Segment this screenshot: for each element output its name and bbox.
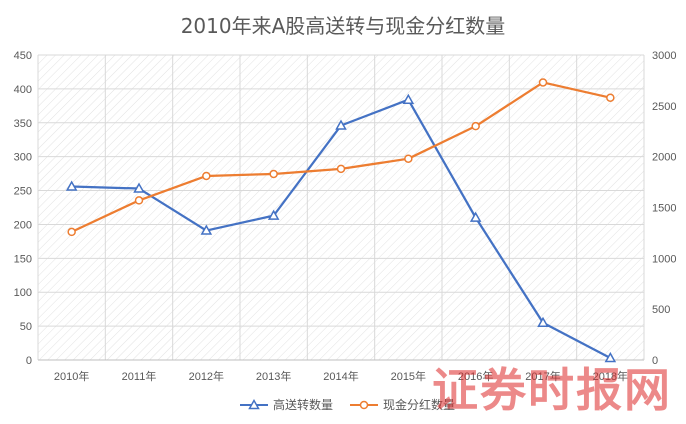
data-point-marker <box>404 154 413 163</box>
x-tick-label: 2013年 <box>256 369 291 383</box>
data-point-marker <box>471 121 480 131</box>
legend-label: 现金分红数量 <box>383 397 455 412</box>
x-tick-label: 2017年 <box>525 369 560 383</box>
y-right-tick-label: 3000 <box>652 50 676 62</box>
data-point-marker <box>606 93 615 102</box>
data-point-marker <box>335 119 347 130</box>
y-left-tick-label: 150 <box>14 253 32 265</box>
data-point-marker <box>200 224 213 235</box>
data-point-marker <box>402 93 415 104</box>
y-left-tick-label: 350 <box>14 118 32 130</box>
data-point-marker <box>202 171 211 181</box>
y-right-tick-label: 0 <box>652 355 658 367</box>
y-left-tick-label: 100 <box>14 287 32 299</box>
y-left-tick-label: 400 <box>14 84 32 96</box>
y-left-tick-label: 0 <box>26 355 32 367</box>
data-point-marker <box>538 78 548 87</box>
legend-label: 高送转数量 <box>273 397 333 412</box>
x-tick-label: 2012年 <box>189 369 224 383</box>
y-right-tick-label: 500 <box>652 304 670 316</box>
plot-area <box>38 55 644 360</box>
x-tick-label: 2015年 <box>391 369 426 383</box>
data-point-marker <box>537 316 549 327</box>
data-point-marker <box>134 196 144 205</box>
chart-title: 2010年来A股高送转与现金分红数量 <box>180 14 506 38</box>
y-right-tick-label: 2500 <box>652 101 676 113</box>
y-right-tick-label: 1000 <box>652 253 676 265</box>
y-left-tick-label: 200 <box>14 219 32 231</box>
legend-marker <box>359 400 369 410</box>
y-right-tick-label: 2000 <box>652 152 676 164</box>
data-point-marker <box>269 169 278 179</box>
legend-marker <box>248 398 260 410</box>
x-tick-label: 2010年 <box>54 369 89 383</box>
y-left-tick-label: 50 <box>20 321 32 333</box>
data-point-marker <box>469 211 482 222</box>
x-tick-label: 2011年 <box>122 369 157 383</box>
watermark: 证券时报网 <box>432 363 672 417</box>
y-left-tick-label: 300 <box>14 152 32 164</box>
y-right-tick-label: 1500 <box>652 203 676 215</box>
data-point-marker <box>336 164 346 174</box>
data-point-marker <box>67 227 76 237</box>
x-tick-label: 2014年 <box>323 369 358 383</box>
data-point-marker <box>267 209 280 220</box>
x-tick-label: 2018年 <box>593 369 628 383</box>
y-left-tick-label: 450 <box>14 50 32 62</box>
data-point-marker <box>65 180 78 191</box>
data-point-marker <box>604 351 617 363</box>
data-point-marker <box>133 182 145 193</box>
y-left-tick-label: 250 <box>14 186 32 198</box>
x-tick-label: 2016年 <box>458 369 493 383</box>
